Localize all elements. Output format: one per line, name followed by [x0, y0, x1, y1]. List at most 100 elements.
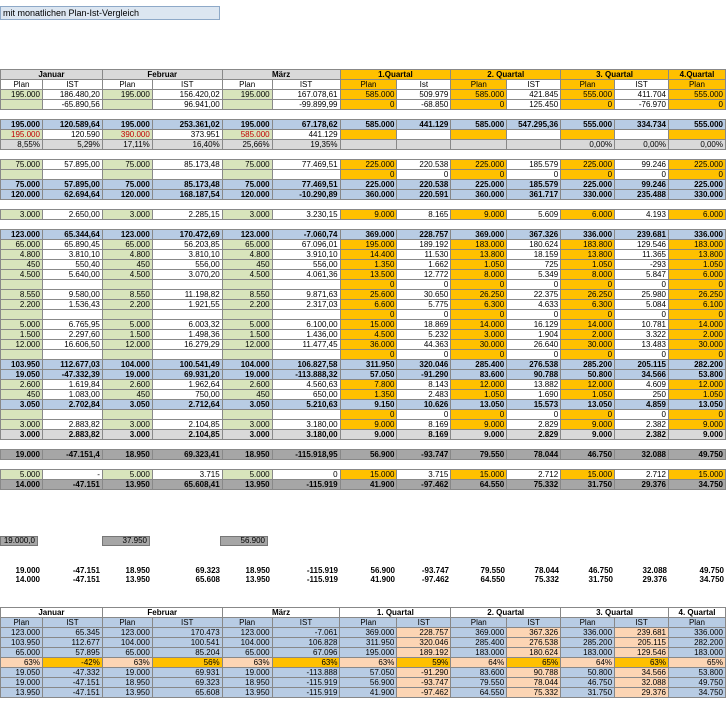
- cell[interactable]: 369.000: [339, 627, 398, 638]
- subheader-cell[interactable]: IST: [506, 617, 562, 628]
- cell[interactable]: 2.600: [0, 379, 43, 390]
- cell[interactable]: 0: [614, 309, 669, 320]
- cell[interactable]: [272, 109, 341, 120]
- cell[interactable]: 12.000: [667, 379, 726, 390]
- cell[interactable]: 15.573: [506, 399, 562, 410]
- cell[interactable]: 25.980: [614, 289, 669, 300]
- cell[interactable]: 0: [560, 309, 616, 320]
- cell[interactable]: [614, 199, 669, 210]
- cell[interactable]: 50.800: [560, 369, 616, 380]
- cell[interactable]: 0: [396, 169, 452, 180]
- cell[interactable]: 13.050: [450, 399, 508, 410]
- cell[interactable]: [102, 439, 153, 450]
- cell[interactable]: 0,00%: [667, 139, 726, 150]
- cell[interactable]: [101, 349, 153, 360]
- cell[interactable]: [560, 439, 615, 450]
- cell[interactable]: 75.000: [221, 179, 273, 190]
- cell[interactable]: 41.900: [339, 687, 398, 698]
- cell[interactable]: 195.000: [101, 89, 153, 100]
- cell[interactable]: [450, 149, 507, 160]
- cell[interactable]: 0: [667, 99, 726, 110]
- cell[interactable]: 0: [339, 169, 398, 180]
- cell[interactable]: [667, 129, 726, 140]
- cell[interactable]: [152, 219, 223, 230]
- cell[interactable]: 11.198,82: [151, 289, 223, 300]
- cell[interactable]: [42, 219, 103, 230]
- cell[interactable]: 31.750: [561, 575, 615, 584]
- cell[interactable]: 2.104,85: [151, 419, 223, 430]
- cell[interactable]: 129.546: [614, 239, 669, 250]
- subheader-cell[interactable]: IST: [396, 617, 452, 628]
- cell[interactable]: 19.050: [0, 369, 43, 380]
- cell[interactable]: 0: [339, 409, 398, 420]
- cell[interactable]: 14.000: [0, 575, 42, 584]
- cell[interactable]: 11.530: [396, 249, 452, 260]
- cell[interactable]: 16,40%: [151, 139, 223, 150]
- cell[interactable]: 69.931,20: [151, 369, 223, 380]
- cell[interactable]: 5.609: [506, 209, 562, 220]
- cell[interactable]: 555.000: [667, 89, 726, 100]
- cell[interactable]: 367.326: [506, 627, 562, 638]
- cell[interactable]: 2.317,03: [271, 299, 341, 310]
- cell[interactable]: 250: [614, 389, 669, 400]
- cell[interactable]: [396, 139, 452, 150]
- cell[interactable]: [221, 309, 273, 320]
- cell[interactable]: 2.883,82: [41, 429, 103, 440]
- cell[interactable]: 239.681: [614, 627, 669, 638]
- cell[interactable]: 65.345: [41, 627, 103, 638]
- cell[interactable]: 450: [221, 389, 273, 400]
- cell[interactable]: 75.000: [0, 159, 43, 170]
- month-header-cell[interactable]: Januar: [0, 69, 103, 80]
- cell[interactable]: 285.400: [450, 637, 508, 648]
- cell[interactable]: [450, 139, 508, 150]
- cell[interactable]: 555.000: [667, 119, 726, 130]
- cell[interactable]: [42, 439, 103, 450]
- cell[interactable]: [668, 219, 726, 230]
- cell[interactable]: 285.400: [450, 359, 508, 370]
- cell[interactable]: 168.187,54: [151, 189, 223, 200]
- month-header-cell[interactable]: 4.Quartal: [667, 69, 726, 80]
- cell[interactable]: 509.979: [396, 89, 452, 100]
- cell[interactable]: [151, 409, 223, 420]
- cell[interactable]: 1.050: [560, 389, 616, 400]
- cell[interactable]: 120.589,64: [41, 119, 103, 130]
- cell[interactable]: [152, 459, 223, 470]
- cell[interactable]: [396, 439, 451, 450]
- cell[interactable]: 0: [396, 349, 452, 360]
- cell[interactable]: 65.000: [0, 239, 43, 250]
- cell[interactable]: 18.159: [506, 249, 562, 260]
- cell[interactable]: 3.810,10: [151, 249, 223, 260]
- cell[interactable]: 5,29%: [41, 139, 103, 150]
- cell[interactable]: [101, 279, 153, 290]
- cell[interactable]: [340, 439, 397, 450]
- cell[interactable]: 13.882: [506, 379, 562, 390]
- cell[interactable]: [668, 149, 726, 160]
- cell[interactable]: 18.950: [101, 677, 153, 688]
- cell[interactable]: 0: [560, 409, 616, 420]
- cell[interactable]: 585.000: [221, 129, 273, 140]
- cell[interactable]: 34.750: [667, 479, 726, 490]
- cell[interactable]: [271, 349, 341, 360]
- cell[interactable]: [101, 409, 153, 420]
- cell[interactable]: 120.590: [41, 129, 103, 140]
- cell[interactable]: 0: [667, 409, 726, 420]
- cell[interactable]: 750,00: [151, 389, 223, 400]
- cell[interactable]: 57.895: [41, 647, 103, 658]
- cell[interactable]: [151, 169, 223, 180]
- cell[interactable]: [272, 439, 341, 450]
- cell[interactable]: 441.129: [396, 119, 452, 130]
- cell[interactable]: 189.192: [396, 647, 452, 658]
- cell[interactable]: 64.550: [451, 575, 507, 584]
- cell[interactable]: 0: [450, 279, 508, 290]
- cell[interactable]: 239.681: [614, 229, 669, 240]
- cell[interactable]: [41, 349, 103, 360]
- cell[interactable]: 90.788: [506, 667, 562, 678]
- cell[interactable]: 225.000: [450, 159, 508, 170]
- cell[interactable]: 8.000: [560, 269, 616, 280]
- cell[interactable]: 0: [271, 469, 341, 480]
- cell[interactable]: [102, 459, 153, 470]
- cell[interactable]: 63%: [101, 657, 153, 668]
- cell[interactable]: 65.608,41: [151, 479, 223, 490]
- cell[interactable]: 19.050: [0, 667, 43, 678]
- cell[interactable]: [101, 99, 153, 110]
